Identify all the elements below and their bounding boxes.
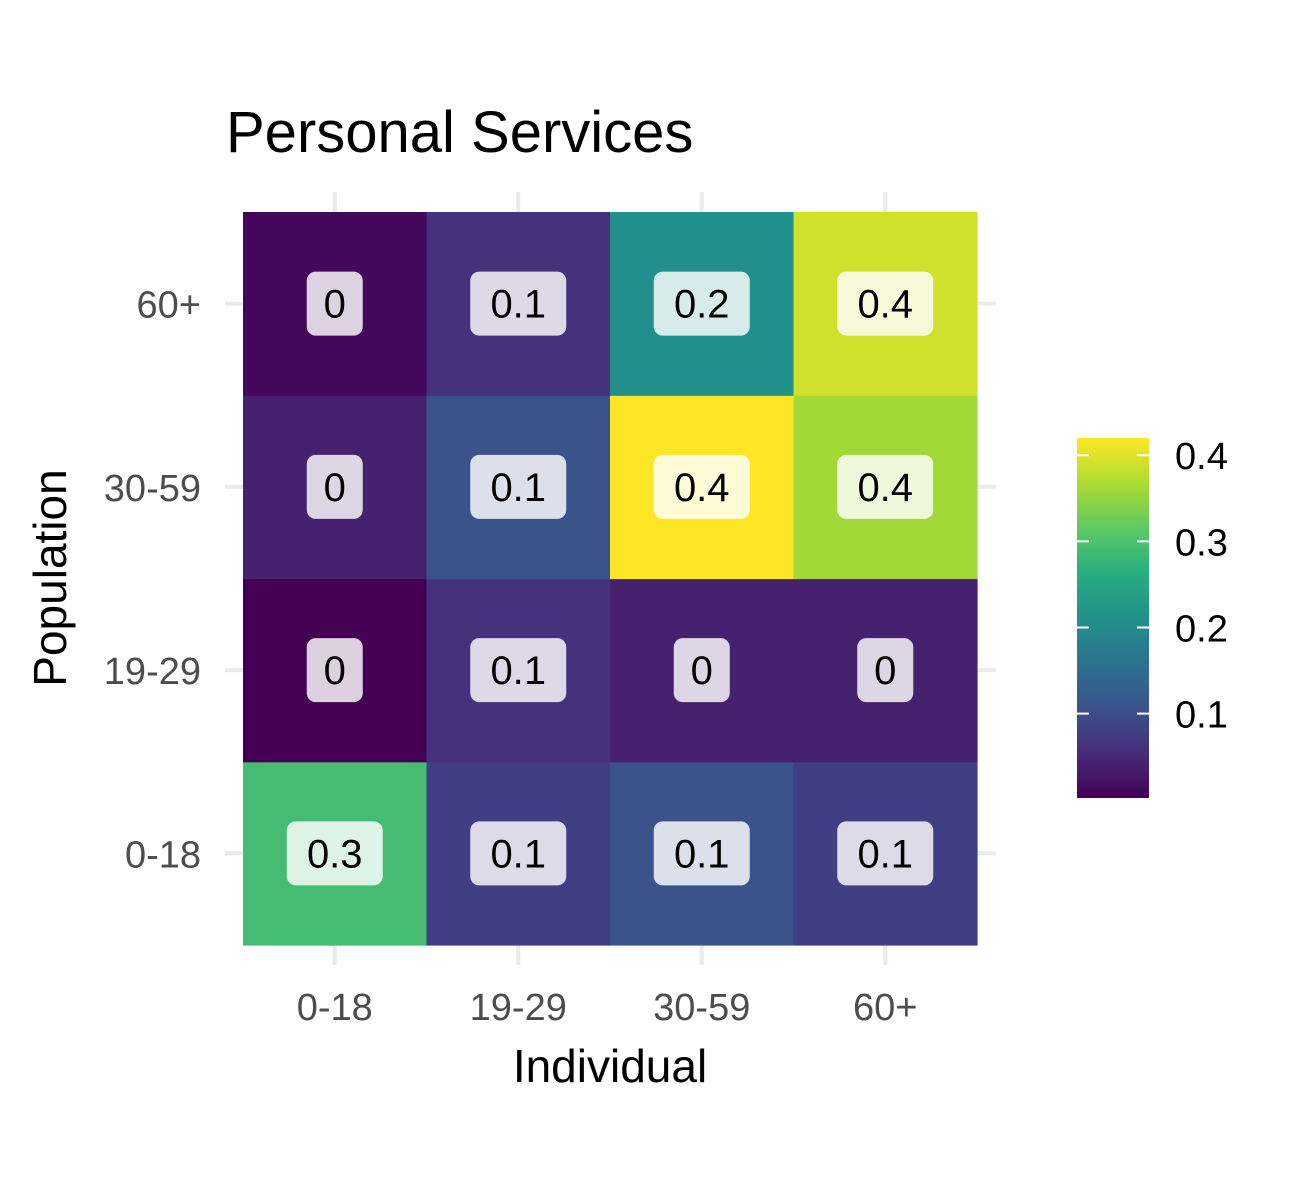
cell-label-text: 0 bbox=[324, 466, 346, 510]
cell-label-background bbox=[306, 638, 363, 703]
cell-label-text: 0 bbox=[874, 649, 896, 693]
x-tick-label: 19-29 bbox=[470, 987, 567, 1029]
x-tick-label: 60+ bbox=[853, 987, 917, 1029]
cell-label: 0.1 bbox=[470, 271, 567, 336]
x-axis-ticks: 0-18 19-29 30-59 60+ bbox=[297, 987, 918, 1029]
legend-tick-label: 0.1 bbox=[1175, 695, 1228, 737]
cell-label: 0.1 bbox=[470, 821, 567, 886]
cell-label-background bbox=[837, 271, 934, 336]
color-legend: 0.1 0.2 0.3 0.4 bbox=[1077, 436, 1228, 798]
cell-label-text: 0 bbox=[324, 649, 346, 693]
cell-label: 0.4 bbox=[653, 454, 750, 519]
cell-label-background bbox=[470, 454, 567, 519]
legend-ticks: 0.1 0.2 0.3 0.4 bbox=[1077, 436, 1228, 737]
chart-title: Personal Services bbox=[226, 100, 693, 165]
cell-label: 0.1 bbox=[470, 638, 567, 703]
cell-label-background bbox=[306, 454, 363, 519]
cell-label-text: 0.4 bbox=[674, 466, 730, 510]
cell-label: 0 bbox=[306, 638, 363, 703]
x-tick-label: 0-18 bbox=[297, 987, 373, 1029]
cell-label-background bbox=[286, 821, 383, 886]
cell-label-background bbox=[673, 638, 730, 703]
legend-colorbar bbox=[1077, 438, 1149, 798]
legend-tick-label: 0.4 bbox=[1175, 436, 1228, 478]
cell-label: 0.1 bbox=[470, 454, 567, 519]
y-tick-label: 30-59 bbox=[104, 468, 201, 510]
x-axis-title: Individual bbox=[513, 1040, 707, 1092]
cell-label-text: 0.1 bbox=[857, 832, 913, 876]
cell-label-text: 0.1 bbox=[490, 466, 546, 510]
y-tick-label: 0-18 bbox=[125, 834, 201, 876]
cell-label-text: 0.4 bbox=[857, 283, 913, 327]
y-axis-ticks: 0-18 19-29 30-59 60+ bbox=[104, 285, 201, 877]
cell-label-background bbox=[470, 638, 567, 703]
cell-label-background bbox=[857, 638, 914, 703]
cell-label-background bbox=[653, 821, 750, 886]
cell-label-background bbox=[653, 454, 750, 519]
cell-label-background bbox=[306, 271, 363, 336]
legend-tick-label: 0.3 bbox=[1175, 522, 1228, 564]
cell-labels: 0.3 0.1 0.1 0.1 0 0.1 0 0 0 0.1 0.4 0.4 0 0.1 0.2 0.4 bbox=[286, 271, 934, 886]
cell-label-background bbox=[470, 271, 567, 336]
cell-label-background bbox=[837, 454, 934, 519]
cell-label-background bbox=[470, 821, 567, 886]
cell-label: 0.3 bbox=[286, 821, 383, 886]
cell-label: 0.4 bbox=[837, 271, 934, 336]
cell-label-text: 0 bbox=[324, 283, 346, 327]
cell-label-text: 0.1 bbox=[490, 649, 546, 693]
cell-label-text: 0.1 bbox=[490, 283, 546, 327]
cell-label-text: 0.2 bbox=[674, 283, 730, 327]
cell-label-text: 0 bbox=[691, 649, 713, 693]
cell-label: 0 bbox=[673, 638, 730, 703]
cell-label: 0.4 bbox=[837, 454, 934, 519]
cell-label: 0.1 bbox=[837, 821, 934, 886]
cell-label: 0 bbox=[306, 454, 363, 519]
cell-label-text: 0.1 bbox=[674, 832, 730, 876]
cell-label-text: 0.4 bbox=[857, 466, 913, 510]
legend-tick-label: 0.2 bbox=[1175, 608, 1228, 650]
cell-label-text: 0.3 bbox=[307, 832, 363, 876]
cell-label-text: 0.1 bbox=[490, 832, 546, 876]
x-tick-label: 30-59 bbox=[653, 987, 750, 1029]
y-tick-label: 19-29 bbox=[104, 651, 201, 693]
y-axis-title: Population bbox=[24, 469, 76, 686]
cell-label: 0.2 bbox=[653, 271, 750, 336]
cell-label-background bbox=[653, 271, 750, 336]
cell-label-background bbox=[837, 821, 934, 886]
cell-label: 0 bbox=[306, 271, 363, 336]
cell-label: 0.1 bbox=[653, 821, 750, 886]
y-tick-label: 60+ bbox=[137, 285, 201, 327]
cell-label: 0 bbox=[857, 638, 914, 703]
